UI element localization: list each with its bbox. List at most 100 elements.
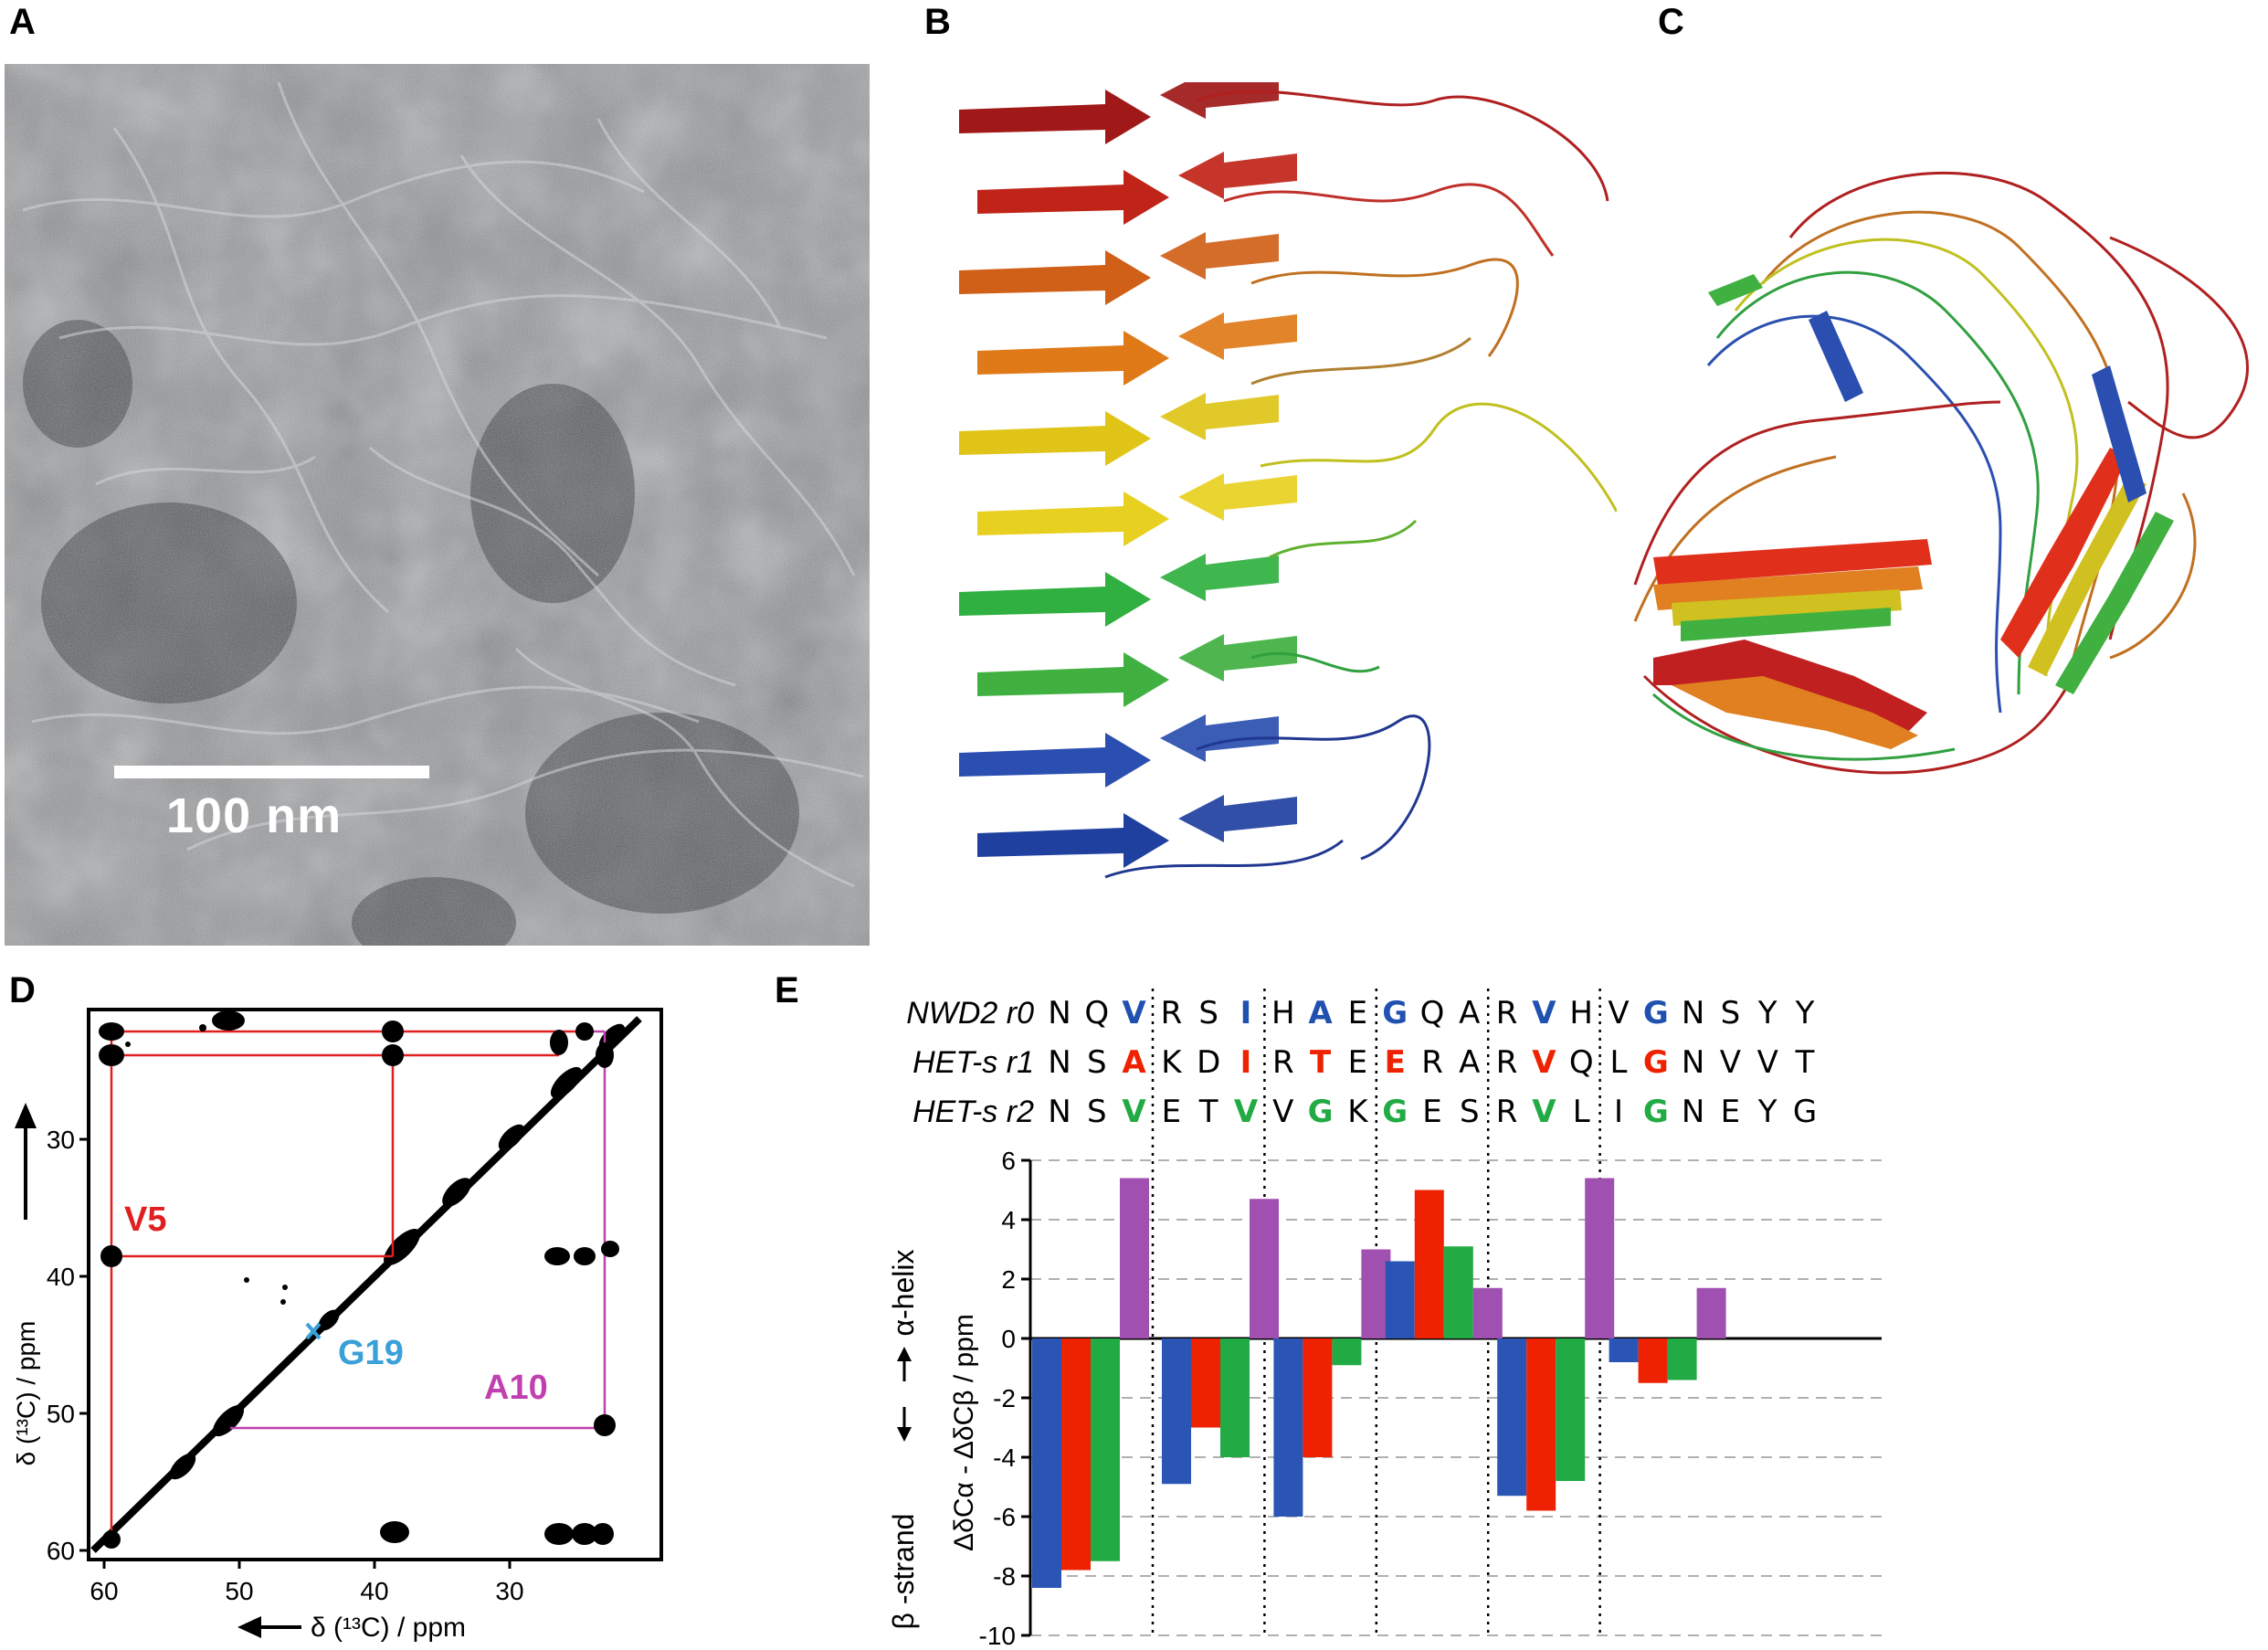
bar xyxy=(1191,1338,1220,1428)
residue-letter: K xyxy=(1161,1044,1183,1081)
bar xyxy=(1061,1338,1091,1571)
e-y-label: ΔδCα - ΔδCβ / ppm xyxy=(949,1314,979,1551)
bar xyxy=(1032,1338,1061,1588)
bar xyxy=(1332,1338,1362,1366)
residue-letter: D xyxy=(1197,1044,1220,1081)
residue-letter: G xyxy=(1308,1094,1334,1130)
strand-long xyxy=(959,250,1151,305)
residue-letter: T xyxy=(1310,1044,1332,1081)
residue-letter: A xyxy=(1308,995,1333,1031)
e-down-arrow xyxy=(897,1407,912,1442)
residue-letter: Y xyxy=(1795,995,1815,1031)
panel-a-micrograph xyxy=(5,64,870,946)
residue-letter: R xyxy=(1421,1044,1443,1081)
bar xyxy=(1585,1178,1615,1338)
residue-letter: R xyxy=(1272,1044,1294,1081)
bar xyxy=(1443,1246,1473,1338)
strand-short xyxy=(1178,152,1297,199)
residue-letter: V xyxy=(1720,1044,1741,1081)
strand-short xyxy=(1160,393,1279,440)
strand-short xyxy=(1178,312,1297,360)
residue-letter: K xyxy=(1347,1094,1369,1130)
residue-letter: N xyxy=(1682,1044,1704,1081)
e-y-label-top: α-helix xyxy=(887,1250,920,1337)
strand-long xyxy=(959,733,1151,788)
residue-letter: S xyxy=(1087,1044,1107,1081)
strand-long xyxy=(959,90,1151,144)
residue-letter: V xyxy=(1608,995,1629,1031)
residue-letter: R xyxy=(1496,995,1518,1031)
y-tick-30: 30 xyxy=(47,1126,75,1154)
x-axis-label: δ (¹³C) / ppm xyxy=(311,1613,466,1643)
strand-long xyxy=(977,492,1169,546)
bar xyxy=(1091,1338,1120,1561)
residue-letter: Y xyxy=(1757,995,1777,1031)
residue-letter: N xyxy=(1048,995,1071,1031)
panel-a-letter: A xyxy=(9,2,36,42)
residue-letter: S xyxy=(1460,1094,1480,1130)
strand-long xyxy=(959,572,1151,627)
y-tick-label: 4 xyxy=(1001,1206,1016,1234)
residue-letter: V xyxy=(1122,995,1146,1031)
residue-letter: V xyxy=(1122,1094,1146,1130)
panel-b-structure xyxy=(959,82,1617,879)
bar xyxy=(1250,1199,1279,1338)
scale-bar-label: 100 nm xyxy=(166,788,343,843)
residue-letter: G xyxy=(1643,1044,1669,1081)
residue-letter: G xyxy=(1643,995,1669,1031)
residue-letter: S xyxy=(1198,995,1218,1031)
strand-short xyxy=(1160,714,1279,762)
label-g19: G19 xyxy=(338,1334,404,1372)
strand-long xyxy=(977,652,1169,707)
residue-letter: A xyxy=(1459,1044,1480,1081)
sequence-name: HET-s r1 xyxy=(912,1045,1034,1080)
bar xyxy=(1609,1338,1639,1362)
label-a10: A10 xyxy=(484,1369,548,1407)
bar xyxy=(1526,1338,1556,1511)
residue-letter: Q xyxy=(1420,995,1445,1031)
sequence-name: NWD2 r0 xyxy=(906,996,1034,1031)
bar xyxy=(1696,1287,1726,1338)
scale-bar xyxy=(114,766,429,778)
panel-d-spectrum: V5 G19 A10 60 50 40 30 30 40 50 60 δ (¹³… xyxy=(12,1008,663,1643)
residue-letter: R xyxy=(1161,995,1183,1031)
strand-short xyxy=(1178,634,1297,682)
e-up-arrow xyxy=(897,1347,912,1381)
residue-letter: N xyxy=(1048,1094,1071,1130)
residue-letter: V xyxy=(1532,1044,1556,1081)
residue-letter: G xyxy=(1643,1094,1669,1130)
residue-letter: V xyxy=(1532,1094,1556,1130)
residue-letter: G xyxy=(1382,995,1408,1031)
bar xyxy=(1162,1338,1191,1485)
bar xyxy=(1497,1338,1527,1497)
residue-letter: G xyxy=(1793,1094,1817,1130)
bar xyxy=(1638,1338,1668,1383)
residue-letter: Q xyxy=(1084,995,1109,1031)
cross-peaks xyxy=(99,1010,619,1549)
y-tick-label: -8 xyxy=(993,1562,1016,1591)
g19-marker xyxy=(305,1322,322,1340)
y-axis-label: δ (¹³C) / ppm xyxy=(12,1321,40,1466)
residue-letter: T xyxy=(1198,1094,1218,1130)
residue-letter: H xyxy=(1271,995,1295,1031)
residue-letter: Y xyxy=(1757,1094,1777,1130)
x-tick-40: 40 xyxy=(360,1577,388,1605)
residue-letter: E xyxy=(1721,1094,1740,1130)
residue-letter: V xyxy=(1532,995,1556,1031)
strand-short xyxy=(1160,82,1279,119)
strand-short xyxy=(1178,473,1297,521)
y-tick-label: -10 xyxy=(979,1622,1016,1650)
strand-long xyxy=(977,813,1169,868)
y-tick-label: -6 xyxy=(993,1503,1016,1531)
residue-letter: Q xyxy=(1569,1044,1594,1081)
strand-long xyxy=(977,170,1169,225)
residue-letter: I xyxy=(1614,1094,1623,1130)
strand-short xyxy=(1178,795,1297,842)
panel-e-letter: E xyxy=(775,970,799,1010)
panel-c-structure xyxy=(1633,172,2249,775)
residue-letter: R xyxy=(1496,1044,1518,1081)
bar xyxy=(1385,1261,1415,1338)
x-axis-arrow xyxy=(237,1616,301,1638)
panel-d-letter: D xyxy=(9,970,36,1010)
